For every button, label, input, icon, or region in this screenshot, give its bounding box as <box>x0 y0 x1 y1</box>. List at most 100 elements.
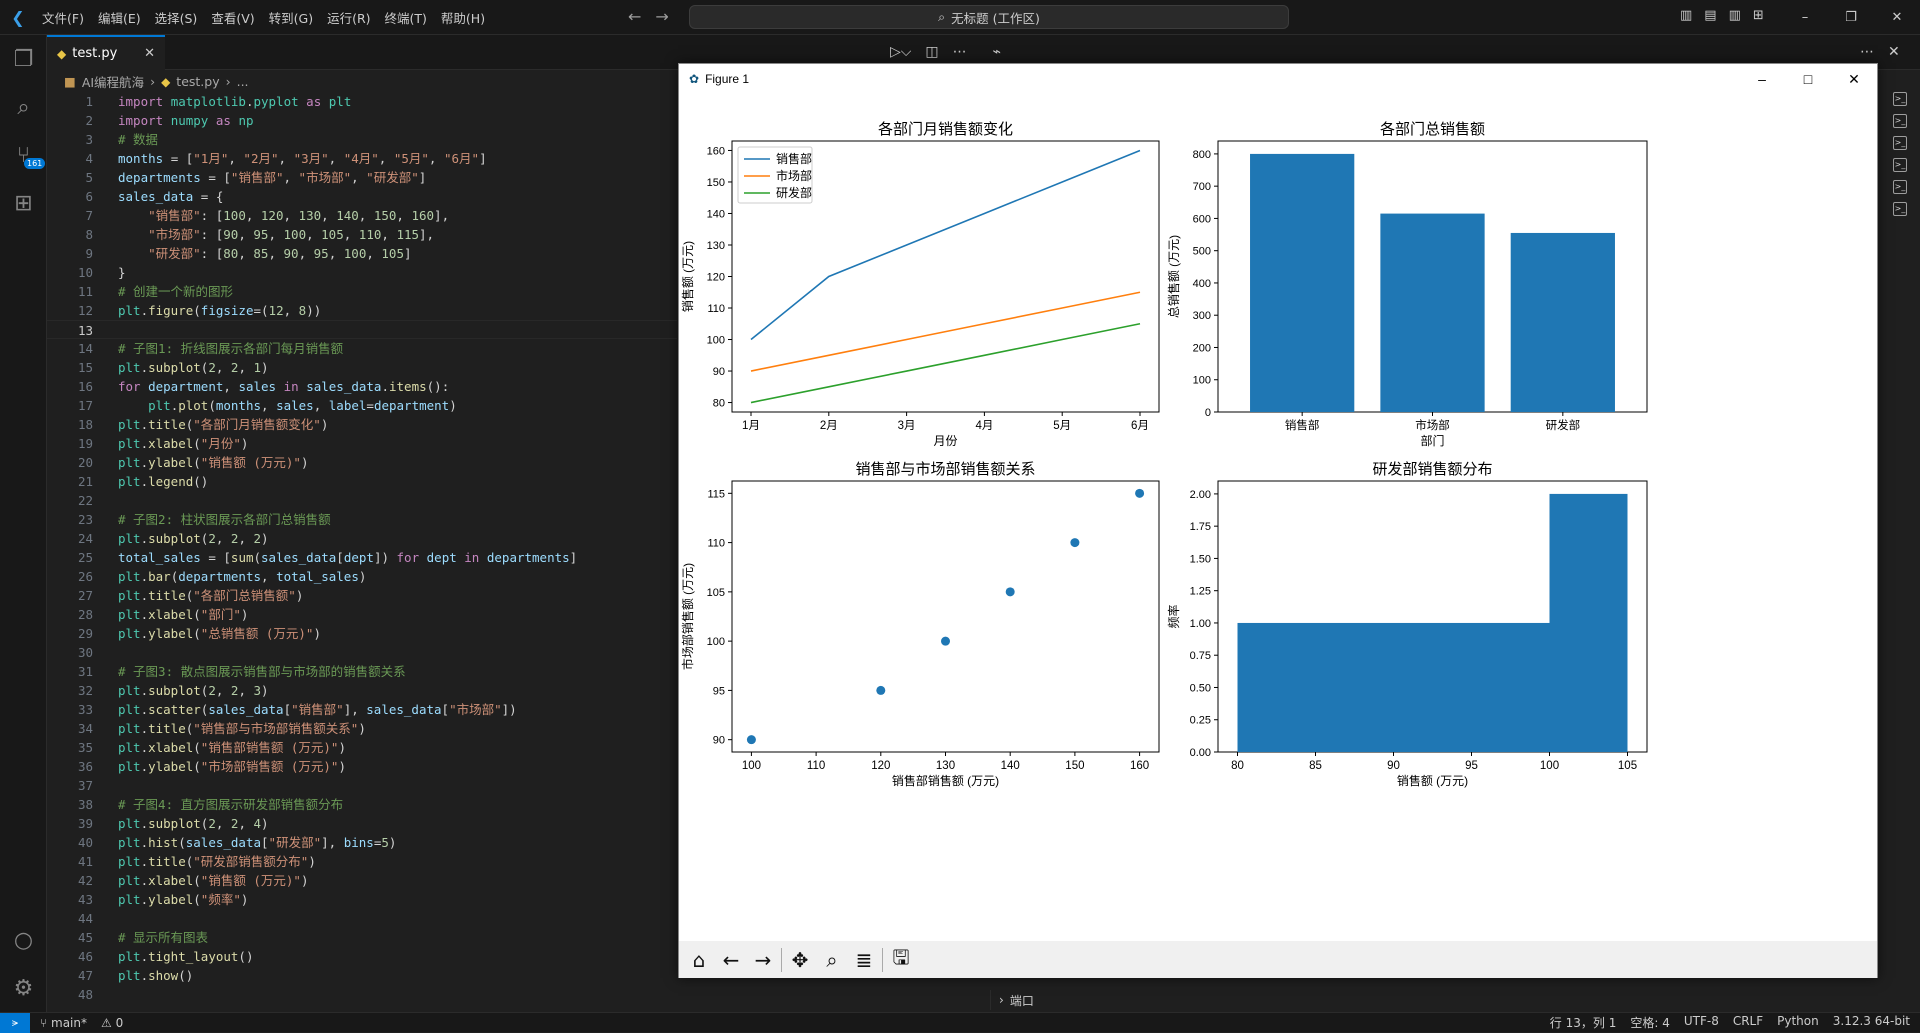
back-icon[interactable]: ← <box>722 947 740 972</box>
breadcrumb-folder[interactable]: AI编程航海 <box>81 75 145 90</box>
code-line[interactable]: 33 plt.scatter(sales_data["销售部"], sales_d… <box>47 700 677 719</box>
code-line[interactable]: 21 plt.legend() <box>47 472 677 491</box>
code-line[interactable]: 48 <box>47 985 677 1004</box>
toggle-secondary-sidebar-icon[interactable]: ▥ <box>1728 8 1741 23</box>
code-line[interactable]: 32 plt.subplot(2, 2, 3) <box>47 681 677 700</box>
menu-item-6[interactable]: 终端(T) <box>384 10 427 26</box>
code-line[interactable]: 18 plt.title("各部门月销售额变化") <box>47 415 677 434</box>
code-line[interactable]: 45 # 显示所有图表 <box>47 928 677 947</box>
search-view-icon[interactable]: ⌕ <box>17 94 30 120</box>
remote-icon[interactable]: ⪫ <box>0 1012 30 1033</box>
menu-item-4[interactable]: 转到(G) <box>268 10 314 26</box>
code-line[interactable]: 28 plt.xlabel("部门") <box>47 605 677 624</box>
tab-test-py[interactable]: ◆ test.py ✕ <box>47 35 165 70</box>
code-line[interactable]: 41 plt.title("研发部销售额分布") <box>47 852 677 871</box>
more-actions-right-icon[interactable]: ⋯ <box>1860 44 1874 60</box>
close-tab-icon[interactable]: ✕ <box>144 46 155 61</box>
split-editor-icon[interactable]: ◫ <box>925 44 939 60</box>
breadcrumb-file[interactable]: test.py <box>176 74 220 89</box>
restore-button[interactable]: ❐ <box>1845 10 1857 25</box>
code-line[interactable]: 10} <box>47 263 677 282</box>
code-line[interactable]: 44 <box>47 909 677 928</box>
back-arrow-icon[interactable]: ← <box>628 7 642 26</box>
command-center-search[interactable]: ⌕ 无标题 (工作区) <box>689 5 1289 29</box>
branch-status[interactable]: ⑂ main* <box>40 1015 87 1030</box>
code-line[interactable]: 3 # 数据 <box>47 130 677 149</box>
code-line[interactable]: 34 plt.title("销售部与市场部销售额关系") <box>47 719 677 738</box>
code-line[interactable]: 24 plt.subplot(2, 2, 2) <box>47 529 677 548</box>
language-mode[interactable]: Python <box>1777 1014 1819 1028</box>
code-line[interactable]: 13 <box>47 320 677 339</box>
terminal-icon[interactable]: >_ <box>1893 180 1907 194</box>
menu-item-7[interactable]: 帮助(H) <box>440 10 486 26</box>
figure-minimize-button[interactable]: – <box>1758 71 1766 87</box>
code-line[interactable]: 17 plt.plot(months, sales, label=departm… <box>47 396 677 415</box>
code-line[interactable]: 38 # 子图4: 直方图展示研发部销售额分布 <box>47 795 677 814</box>
terminal-icon[interactable]: >_ <box>1893 114 1907 128</box>
close-panel-icon[interactable]: ✕ <box>1888 44 1900 60</box>
cursor-position[interactable]: 行 13，列 1 <box>1549 1016 1617 1030</box>
menu-item-0[interactable]: 文件(F) <box>42 10 84 26</box>
code-line[interactable]: 7 "销售部": [100, 120, 130, 140, 150, 160], <box>47 206 677 225</box>
menu-item-5[interactable]: 运行(R) <box>327 10 371 26</box>
code-line[interactable]: 20 plt.ylabel("销售额 (万元)") <box>47 453 677 472</box>
toggle-panel-icon[interactable]: ▤ <box>1704 8 1717 23</box>
code-line[interactable]: 46 plt.tight_layout() <box>47 947 677 966</box>
code-line[interactable]: 40 plt.hist(sales_data["研发部"], bins=5) <box>47 833 677 852</box>
code-line[interactable]: 5 departments = ["销售部", "市场部", "研发部"] <box>47 168 677 187</box>
code-line[interactable]: 25 total_sales = [sum(sales_data[dept]) f… <box>47 548 677 567</box>
code-line[interactable]: 43 plt.ylabel("频率") <box>47 890 677 909</box>
terminal-icon[interactable]: >_ <box>1893 92 1907 106</box>
code-line[interactable]: 27 plt.title("各部门总销售额") <box>47 586 677 605</box>
customize-layout-icon[interactable]: ⊞ <box>1752 8 1764 23</box>
code-line[interactable]: 15 plt.subplot(2, 2, 1) <box>47 358 677 377</box>
code-line[interactable]: 2 import numpy as np <box>47 111 677 130</box>
terminal-icon[interactable]: >_ <box>1893 136 1907 150</box>
terminal-icon[interactable]: >_ <box>1893 158 1907 172</box>
code-line[interactable]: 16 for department, sales in sales_data.it… <box>47 377 677 396</box>
explorer-icon[interactable]: ❐ <box>13 46 34 72</box>
code-line[interactable]: 8 "市场部": [90, 95, 100, 105, 110, 115], <box>47 225 677 244</box>
code-line[interactable]: 39 plt.subplot(2, 2, 4) <box>47 814 677 833</box>
figure-maximize-button[interactable]: □ <box>1803 71 1813 87</box>
forward-arrow-icon[interactable]: → <box>655 7 669 26</box>
breadcrumb-more[interactable]: ... <box>236 74 249 89</box>
terminal-icon[interactable]: >_ <box>1893 202 1907 216</box>
code-line[interactable]: 35 plt.xlabel("销售部销售额 (万元)") <box>47 738 677 757</box>
indentation[interactable]: 空格: 4 <box>1630 1016 1670 1030</box>
minimize-button[interactable]: – <box>1801 10 1809 25</box>
save-icon[interactable]: 🖫 <box>892 944 910 969</box>
ports-panel-header[interactable]: › 端口 <box>990 990 1880 1010</box>
code-line[interactable]: 9 "研发部": [80, 85, 90, 95, 100, 105] <box>47 244 677 263</box>
code-line[interactable]: 1 import matplotlib.pyplot as plt <box>47 92 677 111</box>
code-line[interactable]: 4 months = ["1月", "2月", "3月", "4月", "5月",… <box>47 149 677 168</box>
settings-gear-icon[interactable]: ⚙ <box>13 975 34 1001</box>
code-line[interactable]: 11 # 创建一个新的图形 <box>47 282 677 301</box>
code-line[interactable]: 42 plt.xlabel("销售额 (万元)") <box>47 871 677 890</box>
home-icon[interactable]: ⌂ <box>692 947 706 972</box>
line-ending[interactable]: CRLF <box>1732 1014 1764 1028</box>
code-line[interactable]: 22 <box>47 491 677 510</box>
figure-close-button[interactable]: ✕ <box>1848 70 1860 87</box>
menu-item-2[interactable]: 选择(S) <box>154 10 198 26</box>
code-line[interactable]: 23 # 子图2: 柱状图展示各部门总销售额 <box>47 510 677 529</box>
plug-icon[interactable]: ⌁ <box>992 44 1002 60</box>
close-window-button[interactable]: ✕ <box>1891 10 1903 25</box>
python-version[interactable]: 3.12.3 64-bit <box>1832 1014 1910 1028</box>
code-line[interactable]: 6 sales_data = { <box>47 187 677 206</box>
code-editor[interactable]: 1 import matplotlib.pyplot as plt 2 import … <box>47 92 677 1012</box>
more-actions-icon[interactable]: ⋯ <box>952 44 967 60</box>
code-line[interactable]: 30 <box>47 643 677 662</box>
code-line[interactable]: 31 # 子图3: 散点图展示销售部与市场部的销售额关系 <box>47 662 677 681</box>
zoom-icon[interactable]: ⌕ <box>826 947 838 972</box>
encoding[interactable]: UTF-8 <box>1683 1014 1719 1028</box>
code-line[interactable]: 36 plt.ylabel("市场部销售额 (万元)") <box>47 757 677 776</box>
forward-icon[interactable]: → <box>754 947 772 972</box>
code-line[interactable]: 19 plt.xlabel("月份") <box>47 434 677 453</box>
problems-status[interactable]: ⚠ 0 <box>101 1015 124 1030</box>
code-line[interactable]: 26 plt.bar(departments, total_sales) <box>47 567 677 586</box>
run-python-icon[interactable]: ▷⌵ <box>890 44 912 60</box>
source-control-icon[interactable]: ⑂ 161 <box>0 131 47 179</box>
code-line[interactable]: 37 <box>47 776 677 795</box>
code-line[interactable]: 29 plt.ylabel("总销售额 (万元)") <box>47 624 677 643</box>
